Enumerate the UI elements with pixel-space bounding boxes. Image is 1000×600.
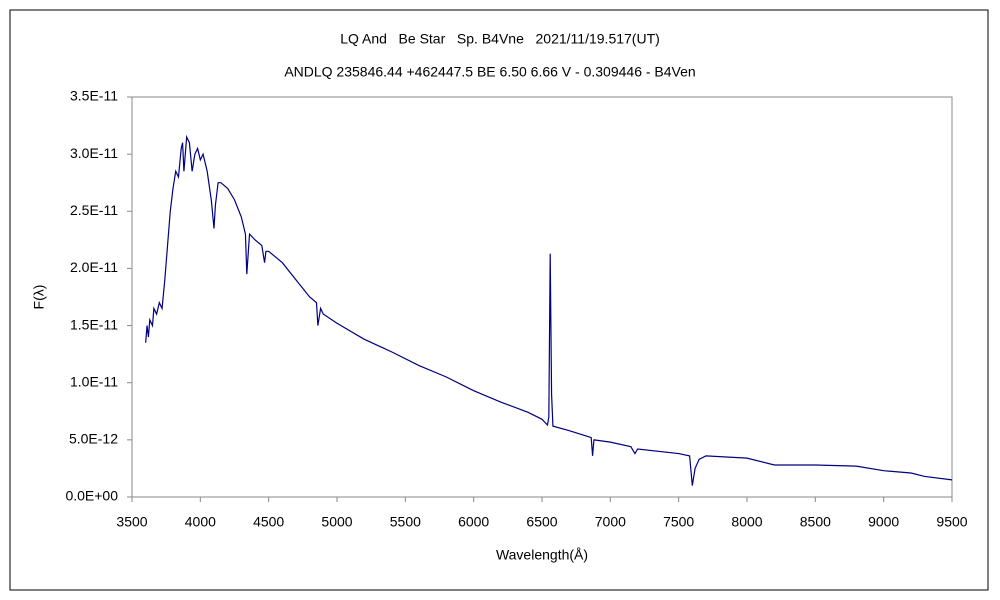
x-tick-label: 8000 [731,514,762,530]
plot-area [131,96,953,498]
y-tick-label: 3.5E-11 [70,88,118,104]
chart-subtitle: ANDLQ 235846.44 +462447.5 BE 6.50 6.66 V… [284,64,695,80]
x-tick-label: 5500 [390,514,421,530]
x-axis-label: Wavelength(Å) [496,547,588,563]
y-tick-label: 1.5E-11 [70,316,118,332]
y-tick-label: 0.0E+00 [65,488,118,504]
y-tick-label: 1.0E-11 [70,373,118,389]
y-tick-label: 3.0E-11 [70,145,118,161]
x-tick-label: 6500 [526,514,557,530]
x-tick-label: 4000 [185,514,216,530]
y-tick-label: 2.0E-11 [70,259,118,275]
y-axis-label: F(λ) [31,285,47,310]
x-tick-label: 7500 [663,514,694,530]
x-tick-label: 9500 [936,514,967,530]
x-tick-label: 8500 [800,514,831,530]
x-tick-label: 9000 [868,514,899,530]
x-tick-label: 6000 [458,514,489,530]
x-tick-label: 3500 [116,514,147,530]
chart-title: LQ And Be Star Sp. B4Vne 2021/11/19.517(… [340,31,660,47]
x-tick-label: 4500 [253,514,284,530]
x-tick-label: 5000 [321,514,352,530]
y-tick-label: 2.5E-11 [70,202,118,218]
x-tick-label: 7000 [595,514,626,530]
y-tick-label: 5.0E-12 [69,431,118,447]
spectrum-line [145,134,953,486]
